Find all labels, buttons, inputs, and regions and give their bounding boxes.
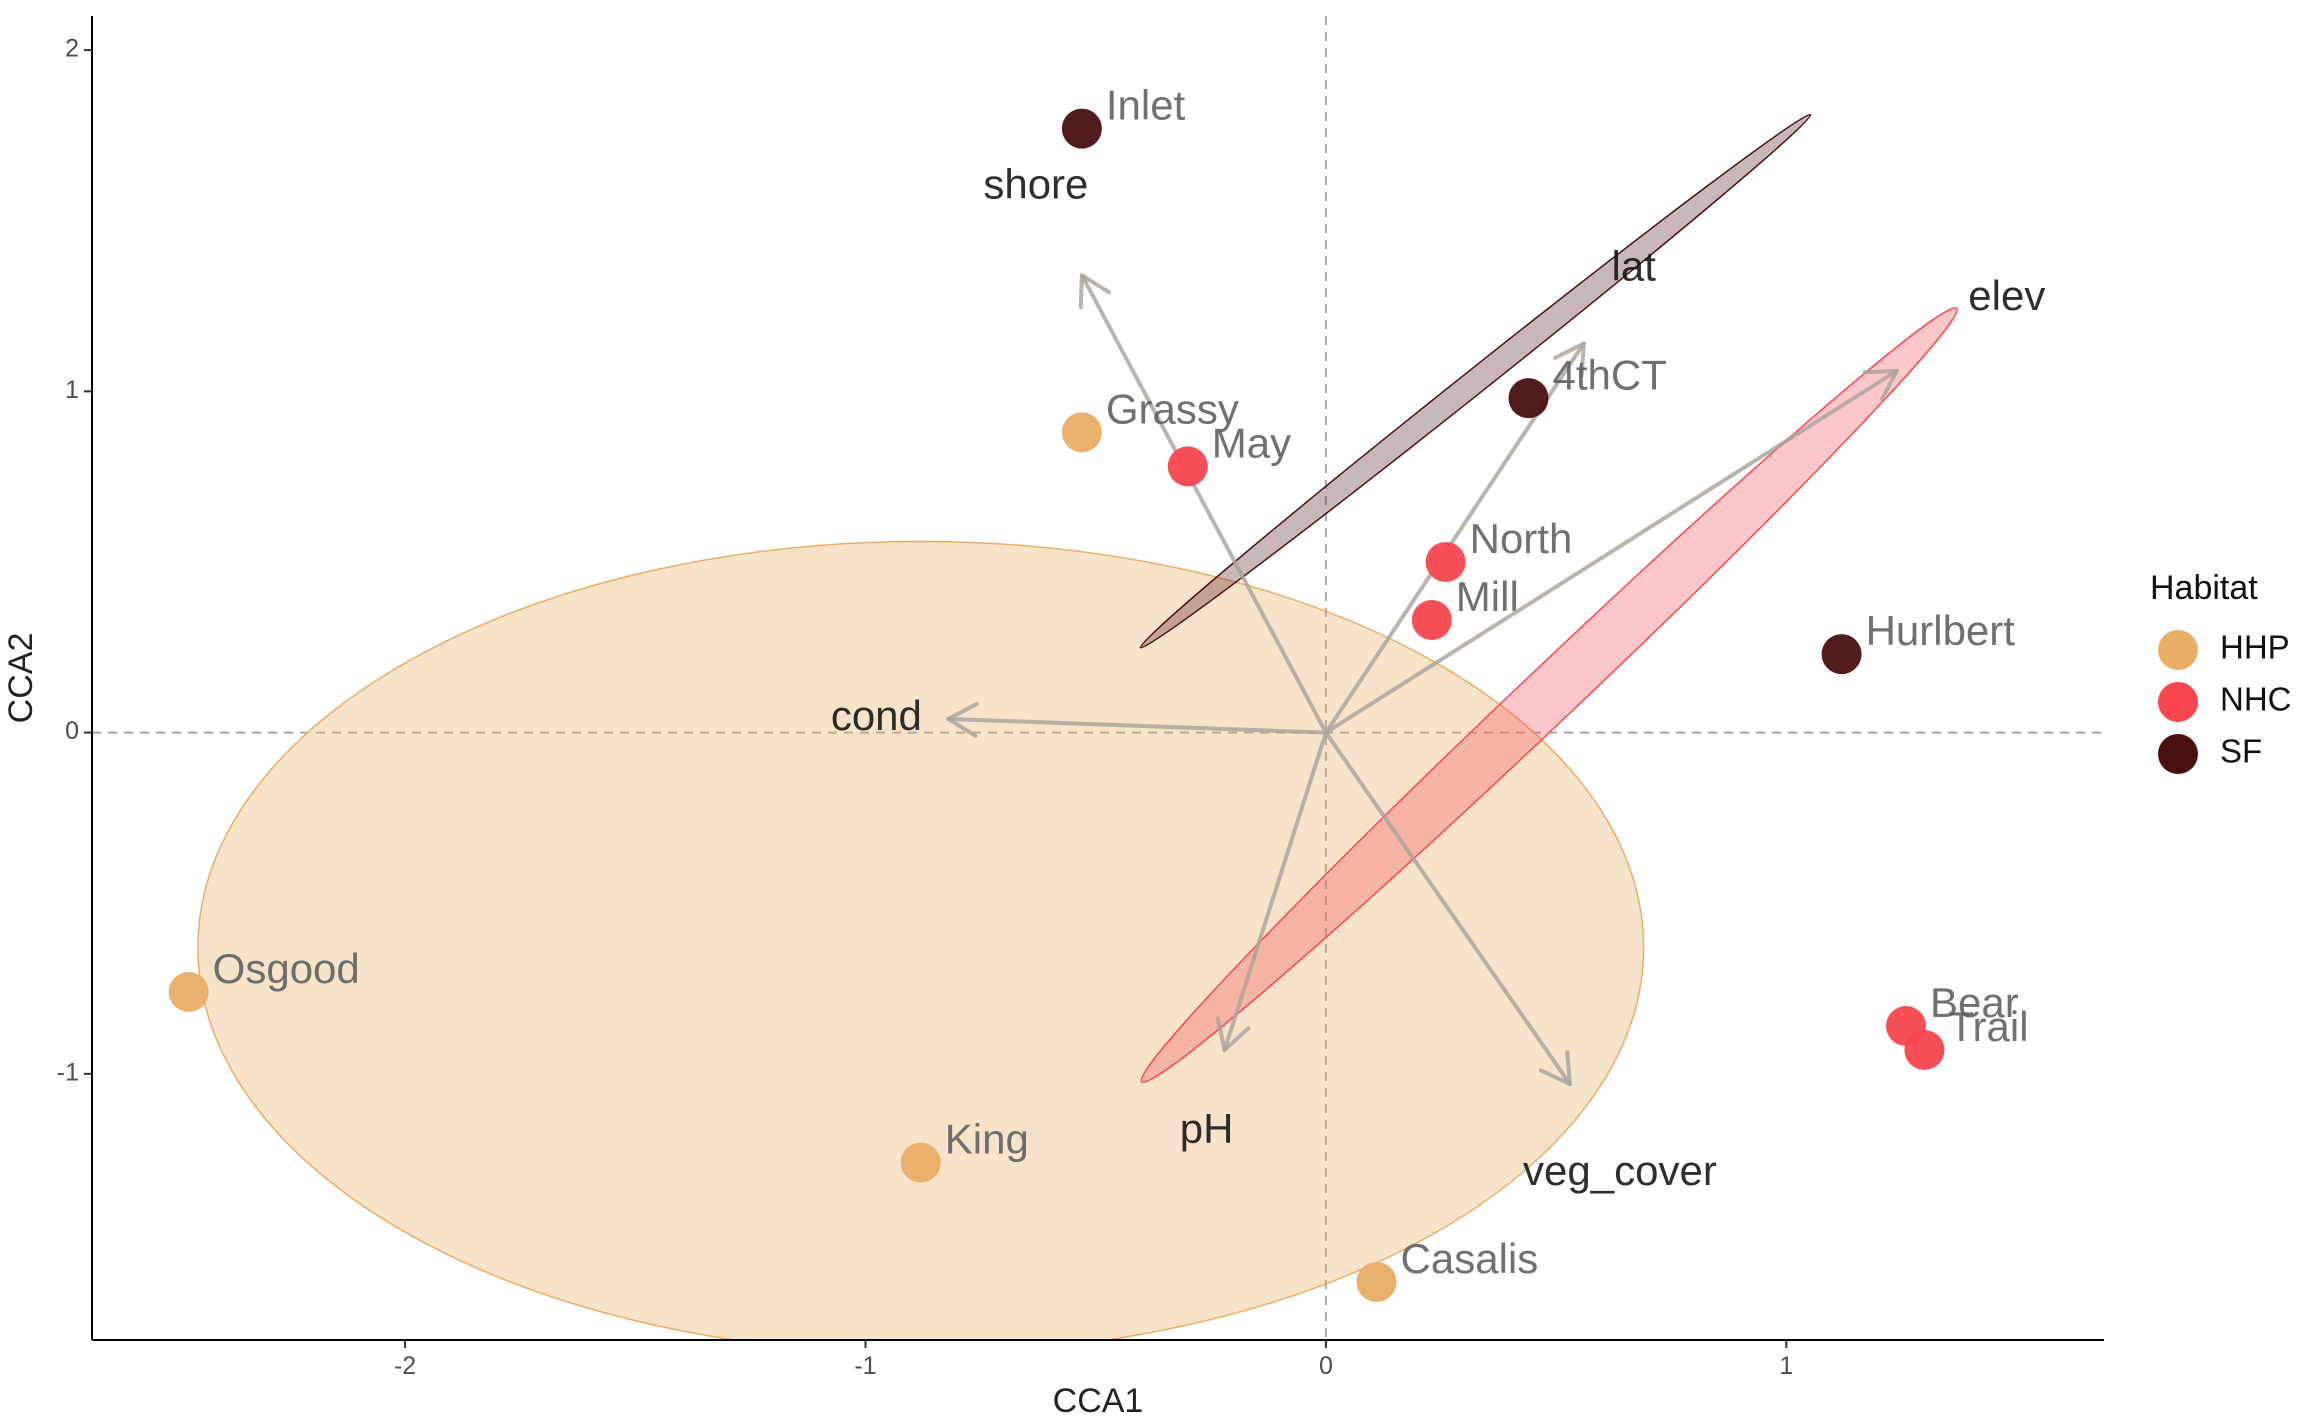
- point-label-casalis: Casalis: [1401, 1235, 1539, 1282]
- legend-label-hhp: HHP: [2220, 629, 2290, 666]
- y-tick-label: 1: [65, 376, 79, 404]
- point-osgood: [168, 971, 209, 1012]
- point-hurlbert: [1821, 634, 1862, 675]
- vector-label-cond: cond: [831, 692, 922, 739]
- vector-veg_cover-line: [1323, 730, 1572, 1087]
- data-layer: shore lat elev cond pH veg_cover Osgood King Cas…: [92, 16, 2104, 1340]
- vector-cond-arrowhead: [946, 701, 979, 738]
- vector-elev-line: [1323, 368, 1899, 735]
- x-tick-label: 0: [1319, 1352, 1333, 1380]
- vector-label-lat: lat: [1612, 243, 1657, 290]
- legend-key-sf: [2158, 734, 2198, 774]
- vector-label-pH: pH: [1180, 1105, 1234, 1152]
- vector-elev-arrowhead: [1862, 368, 1899, 402]
- point-grassy: [1061, 412, 1102, 453]
- point-trail: [1904, 1029, 1945, 1070]
- ellipse-hhp: [197, 540, 1645, 1340]
- point-king: [900, 1142, 941, 1183]
- x-tick-label: 1: [1779, 1352, 1793, 1380]
- vector-shore-arrowhead: [1078, 273, 1112, 310]
- vector-cond-line: [946, 716, 1328, 735]
- point-label-bear: Bear: [1930, 979, 2019, 1026]
- legend-title: Habitat: [2150, 569, 2258, 607]
- point-casalis: [1356, 1261, 1397, 1302]
- vector-label-shore: shore: [983, 160, 1088, 207]
- vector-pH-line: [1222, 730, 1328, 1052]
- legend-key-nhc: [2158, 682, 2198, 722]
- point-inlet: [1061, 108, 1102, 149]
- point-label-north: North: [1470, 515, 1573, 562]
- y-axis-title: CCA2: [2, 633, 40, 724]
- legend-label-nhc: NHC: [2220, 681, 2292, 718]
- axes: -2 -1 0 1 -1 0 1 2 CCA1 CCA2: [2, 16, 2104, 1420]
- ellipse-sf: [1139, 113, 1812, 649]
- point-label-4thct: 4thCT: [1552, 351, 1666, 398]
- point-label-may: May: [1212, 420, 1291, 467]
- point-label-grassy: Grassy: [1106, 385, 1239, 432]
- vector-label-veg_cover: veg_cover: [1523, 1147, 1717, 1194]
- point-label-king: King: [945, 1116, 1029, 1163]
- point-label-hurlbert: Hurlbert: [1866, 607, 2016, 654]
- vector-pH-arrowhead: [1215, 1016, 1251, 1052]
- legend: Habitat HHP NHC SF: [2150, 569, 2292, 774]
- point-label-inlet: Inlet: [1106, 82, 1186, 129]
- y-tick-label: 2: [65, 35, 79, 63]
- ellipse-nhc: [1140, 307, 1958, 1083]
- vector-shore-line: [1079, 273, 1328, 735]
- point-mill: [1411, 599, 1452, 640]
- y-tick-label: -1: [57, 1058, 79, 1086]
- x-tick-label: -2: [394, 1352, 416, 1380]
- vector-lat-arrowhead: [1553, 341, 1586, 378]
- point-label-trail: Trail: [1948, 1003, 2028, 1050]
- vector-veg_cover-arrowhead: [1538, 1050, 1572, 1087]
- point-label-mill: Mill: [1456, 573, 1519, 620]
- y-tick-label: 0: [65, 717, 79, 745]
- legend-key-hhp: [2158, 630, 2198, 670]
- point-4thct: [1508, 378, 1549, 419]
- x-axis-title: CCA1: [1053, 1382, 1144, 1420]
- x-tick-label: -1: [854, 1352, 876, 1380]
- point-may: [1167, 446, 1208, 487]
- vector-label-elev: elev: [1968, 272, 2045, 319]
- legend-label-sf: SF: [2220, 733, 2262, 770]
- point-north: [1425, 541, 1466, 582]
- point-label-osgood: Osgood: [213, 945, 360, 992]
